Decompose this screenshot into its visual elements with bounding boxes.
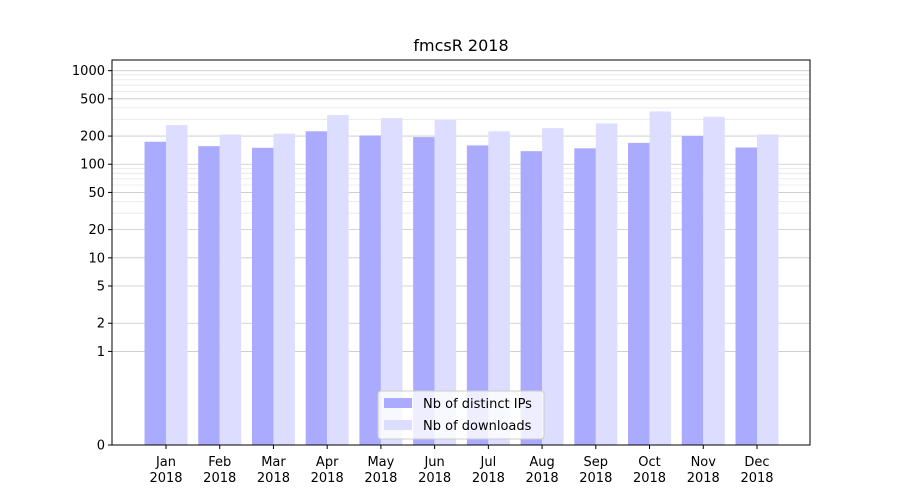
x-tick-label-month: Nov <box>691 455 717 470</box>
x-tick-label-month: Feb <box>208 455 231 470</box>
x-axis: Jan2018Feb2018Mar2018Apr2018May2018Jun20… <box>149 445 774 486</box>
bar-distinct-ips <box>735 147 757 446</box>
legend-label-downloads: Nb of downloads <box>423 419 532 434</box>
x-tick-label-year: 2018 <box>633 471 666 486</box>
bar-downloads <box>488 131 510 445</box>
y-tick-label: 200 <box>80 130 105 145</box>
y-tick-label: 50 <box>88 186 105 201</box>
bar-distinct-ips <box>628 142 650 445</box>
y-tick-label: 5 <box>97 280 105 295</box>
x-tick-label-year: 2018 <box>203 471 236 486</box>
bars <box>144 111 779 446</box>
bar-downloads <box>380 118 403 445</box>
legend-label-distinct-ips: Nb of distinct IPs <box>423 397 532 412</box>
bar-distinct-ips <box>198 146 220 445</box>
bar-downloads <box>703 116 725 445</box>
y-tick-label: 2 <box>97 317 105 332</box>
bar-distinct-ips <box>144 141 166 445</box>
bar-distinct-ips <box>305 131 328 445</box>
x-tick-label-month: Apr <box>316 455 339 470</box>
x-tick-label-year: 2018 <box>418 471 451 486</box>
bar-distinct-ips <box>413 137 435 445</box>
bar-downloads <box>273 133 295 446</box>
bar-downloads <box>434 119 457 445</box>
bar-downloads <box>327 115 349 446</box>
x-tick-label-month: May <box>367 455 394 470</box>
x-tick-label-month: Jul <box>480 455 497 470</box>
x-tick-label-month: Dec <box>744 455 769 470</box>
x-tick-label-month: Mar <box>261 455 286 470</box>
x-tick-label-year: 2018 <box>526 471 559 486</box>
y-tick-label: 1000 <box>72 64 105 79</box>
legend: Nb of distinct IPs Nb of downloads <box>377 390 545 440</box>
y-tick-label: 20 <box>88 223 105 238</box>
bar-downloads <box>595 123 618 445</box>
y-tick-label: 10 <box>88 251 105 266</box>
bar-downloads <box>757 134 779 445</box>
x-tick-label-year: 2018 <box>149 471 182 486</box>
y-tick-label: 0 <box>97 439 105 454</box>
bar-distinct-ips <box>520 151 543 446</box>
x-tick-label-year: 2018 <box>740 471 773 486</box>
bar-distinct-ips <box>466 145 489 445</box>
x-tick-label-month: Aug <box>529 455 554 470</box>
x-tick-label-month: Sep <box>584 455 609 470</box>
y-tick-label: 1 <box>97 345 105 360</box>
plot-area-frame <box>111 59 811 446</box>
x-tick-label-year: 2018 <box>257 471 290 486</box>
y-tick-label: 100 <box>80 158 105 173</box>
x-tick-label-month: Jun <box>423 455 444 470</box>
bar-distinct-ips <box>574 148 596 446</box>
x-tick-label-year: 2018 <box>472 471 505 486</box>
x-tick-label-year: 2018 <box>687 471 720 486</box>
bar-downloads <box>649 111 672 446</box>
bar-distinct-ips <box>681 136 704 446</box>
legend-box <box>377 390 545 440</box>
x-tick-label-year: 2018 <box>579 471 612 486</box>
x-tick-label-year: 2018 <box>311 471 344 486</box>
bar-downloads <box>166 125 188 446</box>
bar-downloads <box>219 134 242 445</box>
y-tick-label: 500 <box>80 92 105 107</box>
x-tick-label-month: Oct <box>638 455 660 470</box>
chart-title: fmcsR 2018 <box>413 36 508 55</box>
bar-distinct-ips <box>251 147 274 445</box>
bar-distinct-ips <box>359 135 381 445</box>
bar-downloads <box>542 128 564 445</box>
y-axis: 0 1 2 5 10 20 50 100 200 500 1000 <box>72 64 112 454</box>
legend-swatch-distinct-ips <box>384 398 412 408</box>
legend-swatch-downloads <box>384 420 412 430</box>
x-tick-label-year: 2018 <box>364 471 397 486</box>
x-tick-label-month: Jan <box>155 455 176 470</box>
